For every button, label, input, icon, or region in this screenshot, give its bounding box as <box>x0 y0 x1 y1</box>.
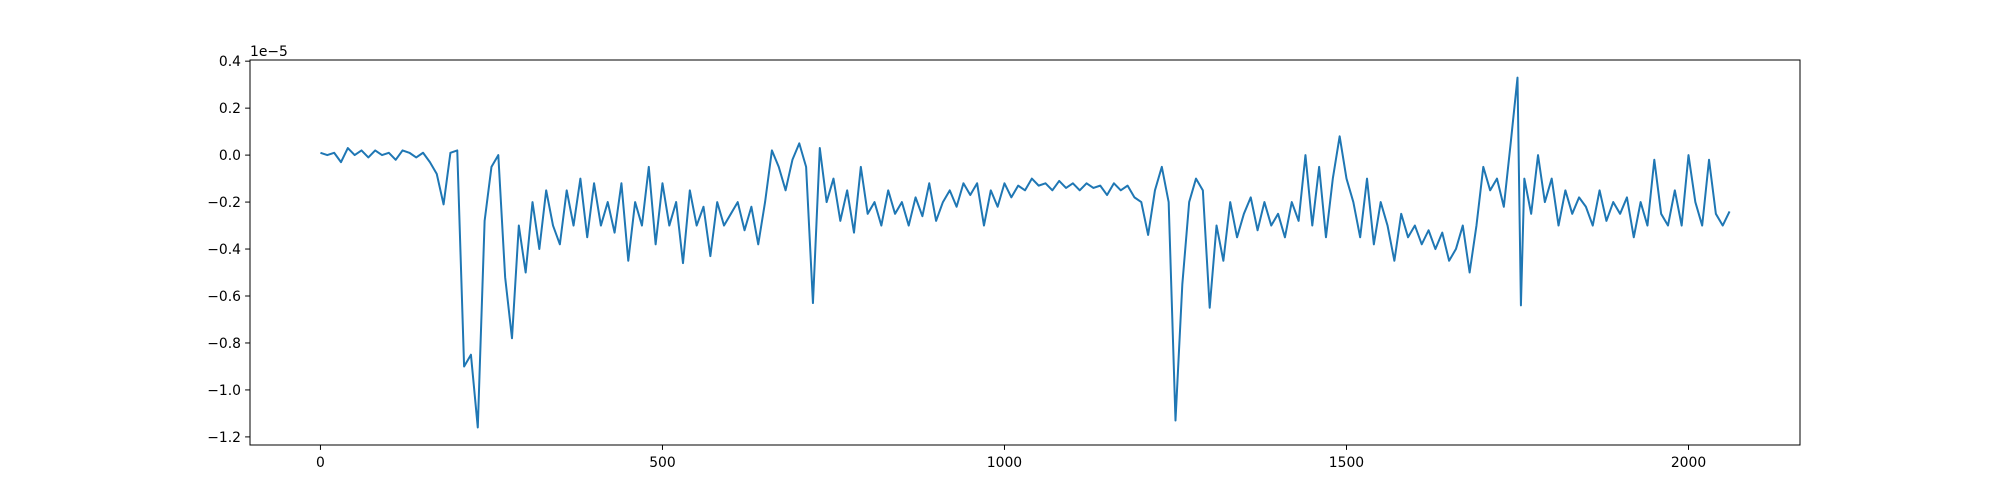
x-tick-label: 0 <box>316 455 325 471</box>
y-tick-label: 0.0 <box>219 148 241 164</box>
y-tick-label: 0.2 <box>219 101 241 117</box>
data-line <box>320 76 1731 429</box>
x-tick-label: 1000 <box>987 455 1022 471</box>
x-tick-label: 1500 <box>1329 455 1364 471</box>
y-tick-label: −0.6 <box>207 289 241 305</box>
y-tick-label: −1.0 <box>207 383 241 399</box>
y-tick-label: −0.4 <box>207 242 241 258</box>
y-tick-label: −0.8 <box>207 336 241 352</box>
y-tick-label: −0.2 <box>207 195 241 211</box>
y-tick-label: −1.2 <box>207 430 241 446</box>
y-tick-label: 0.4 <box>219 54 241 70</box>
y-offset-label: 1e−5 <box>250 44 288 60</box>
x-tick-label: 2000 <box>1671 455 1706 471</box>
x-tick-label: 500 <box>649 455 676 471</box>
plot-frame <box>249 59 1801 446</box>
